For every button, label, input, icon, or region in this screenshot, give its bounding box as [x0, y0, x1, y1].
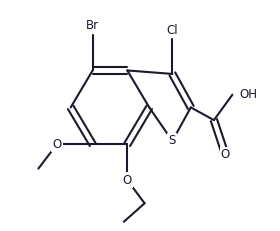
Text: OH: OH: [239, 88, 257, 101]
Text: O: O: [221, 148, 230, 161]
Text: O: O: [52, 138, 62, 151]
Text: O: O: [123, 174, 132, 187]
Text: Br: Br: [86, 19, 99, 32]
Text: Cl: Cl: [167, 24, 178, 36]
Text: S: S: [169, 134, 176, 147]
